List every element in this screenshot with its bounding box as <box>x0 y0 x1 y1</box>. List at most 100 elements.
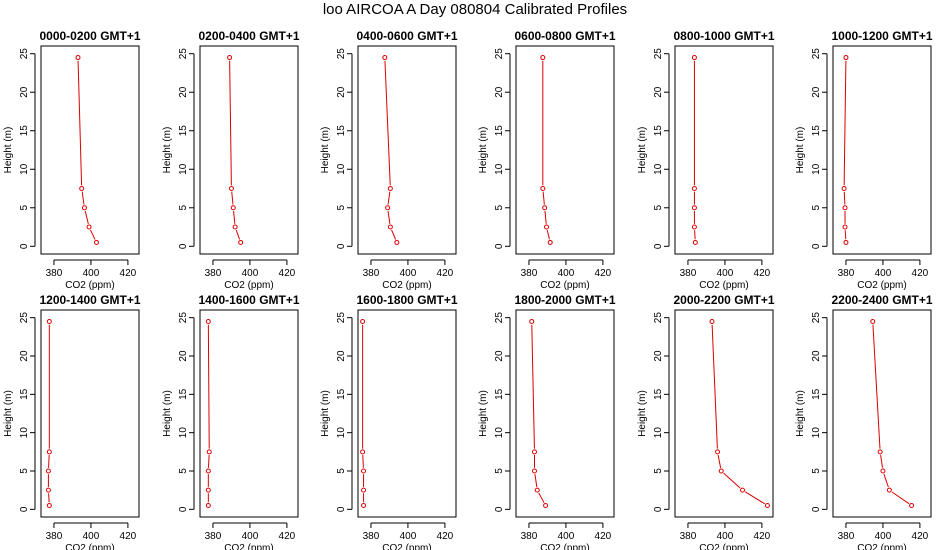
profile-segment <box>744 491 765 505</box>
x-tick-label: 420 <box>437 531 454 542</box>
x-tick-label: 420 <box>120 531 137 542</box>
panel-title: 0000-0200 GMT+1 <box>39 29 140 43</box>
plot-frame <box>832 45 932 255</box>
y-tick-label: 15 <box>178 125 189 137</box>
profile-segment <box>90 229 96 240</box>
profile-segment <box>362 455 364 468</box>
y-tick-label: 10 <box>178 427 189 439</box>
profile-segment <box>717 454 722 468</box>
panel-title: 0400-0600 GMT+1 <box>356 29 457 43</box>
y-tick-label: 20 <box>178 86 189 98</box>
profile-panel-1: 0000-0200 GMT+1 380 400 420 CO2 (ppm) 0 5 10 15 2… <box>3 29 141 291</box>
profile-segment <box>723 472 741 489</box>
x-tick-label: 400 <box>558 531 575 542</box>
y-tick-label: 5 <box>178 205 189 211</box>
y-tick-label: 25 <box>653 312 664 324</box>
y-tick-label: 15 <box>19 125 30 137</box>
y-tick-label: 15 <box>494 125 505 137</box>
profile-segment <box>48 493 50 503</box>
y-tick-label: 25 <box>19 48 30 60</box>
x-axis-label: CO2 (ppm) <box>65 280 114 291</box>
profile-point <box>709 319 715 324</box>
profile-point <box>543 503 549 508</box>
y-axis-label: Height (m) <box>637 127 648 174</box>
x-tick-label: 420 <box>595 531 612 542</box>
x-tick-label: 380 <box>205 531 222 542</box>
profile-segment <box>48 455 50 468</box>
profile-point <box>843 55 849 61</box>
panel-title: 0600-0800 GMT+1 <box>514 29 615 43</box>
profile-segment <box>891 491 910 505</box>
y-tick-label: 5 <box>811 468 822 474</box>
panel-title: 1400-1600 GMT+1 <box>198 293 299 307</box>
x-axis-label: CO2 (ppm) <box>857 280 906 291</box>
profile-point <box>45 468 51 474</box>
profile-segment <box>534 474 538 488</box>
profile-segment <box>531 324 535 449</box>
profile-point <box>382 55 388 61</box>
profile-point <box>46 503 52 508</box>
plot-frame <box>357 45 457 255</box>
profile-point <box>86 224 92 230</box>
profile-point <box>45 487 51 493</box>
plot-frame <box>40 45 140 255</box>
profile-segment <box>384 60 391 186</box>
y-tick-label: 0 <box>19 506 30 512</box>
y-axis-label: Height (m) <box>637 390 648 437</box>
y-tick-label: 10 <box>811 163 822 175</box>
x-tick-label: 420 <box>754 531 771 542</box>
profile-segment <box>711 324 718 449</box>
y-tick-label: 20 <box>19 86 30 98</box>
y-axis-label: Height (m) <box>162 127 173 174</box>
y-tick-label: 5 <box>336 205 347 211</box>
x-axis-label: CO2 (ppm) <box>699 543 748 550</box>
x-axis-label: CO2 (ppm) <box>382 543 431 550</box>
profile-panel-3: 0400-0600 GMT+1 380 400 420 CO2 (ppm) 0 5 10 15 2… <box>320 29 458 291</box>
y-tick-label: 0 <box>494 506 505 512</box>
profile-point <box>877 449 883 455</box>
profile-point <box>394 239 400 245</box>
profile-point <box>361 487 367 493</box>
profile-point <box>909 503 915 508</box>
profile-point <box>691 224 697 230</box>
profile-point <box>387 224 393 230</box>
profile-panel-10: 1800-2000 GMT+1 380 400 420 CO2 (ppm) 0 5 10 15 2… <box>478 293 616 550</box>
y-tick-label: 10 <box>811 427 822 439</box>
y-tick-label: 10 <box>178 163 189 175</box>
y-tick-label: 25 <box>811 48 822 60</box>
y-tick-label: 15 <box>19 388 30 400</box>
page-title: loo AIRCOA A Day 080804 Calibrated Profi… <box>322 1 628 18</box>
x-tick-label: 380 <box>363 268 380 279</box>
plot-frame <box>674 45 774 255</box>
profile-panel-2: 0200-0400 GMT+1 380 400 420 CO2 (ppm) 0 5 10 15 2… <box>162 29 300 291</box>
y-tick-label: 5 <box>336 468 347 474</box>
profile-point <box>228 186 234 192</box>
profile-point <box>46 319 52 324</box>
profile-point <box>529 319 535 324</box>
profile-segment <box>694 230 696 240</box>
x-tick-label: 420 <box>754 268 771 279</box>
y-tick-label: 0 <box>178 506 189 512</box>
profile-point <box>842 224 848 230</box>
y-tick-label: 0 <box>653 243 664 249</box>
profile-point <box>870 319 876 324</box>
panel-title: 0200-0400 GMT+1 <box>198 29 299 43</box>
y-tick-label: 0 <box>811 506 822 512</box>
x-tick-label: 420 <box>279 531 296 542</box>
y-tick-label: 0 <box>336 243 347 249</box>
plot-frame <box>515 309 615 518</box>
y-tick-label: 5 <box>811 205 822 211</box>
profile-point <box>843 239 849 245</box>
x-tick-label: 400 <box>875 531 892 542</box>
y-tick-label: 25 <box>336 48 347 60</box>
profile-segment <box>387 210 391 224</box>
y-tick-label: 0 <box>494 243 505 249</box>
y-tick-label: 20 <box>336 350 347 362</box>
y-tick-label: 20 <box>653 86 664 98</box>
y-tick-label: 25 <box>811 312 822 324</box>
profile-point <box>715 449 721 455</box>
profile-point <box>361 503 367 508</box>
y-axis-label: Height (m) <box>3 127 14 174</box>
y-tick-label: 5 <box>19 468 30 474</box>
